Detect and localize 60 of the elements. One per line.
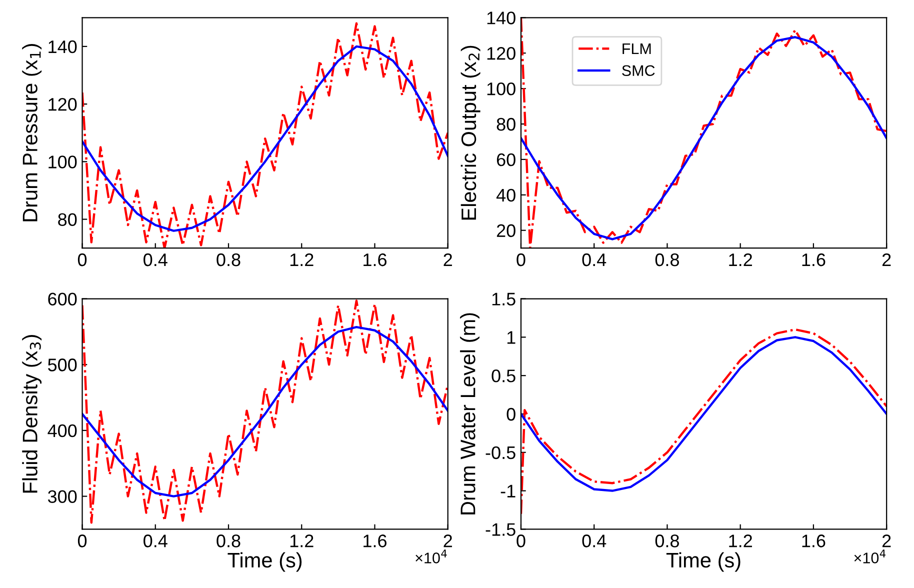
- x-tick-label: 2: [882, 253, 891, 266]
- y-tick-label: -1.5: [486, 523, 516, 536]
- x-tick-label: 2: [882, 534, 891, 548]
- y-tick-label: 80: [58, 213, 77, 226]
- y-tick-label: 100: [48, 156, 77, 168]
- x-tick-label: 0: [516, 534, 526, 548]
- x-tick-label: 0: [516, 253, 526, 266]
- x-tick-label: 0.8: [216, 253, 240, 266]
- y-axis-title: Fluid Density (x$_{3}$): [22, 335, 42, 493]
- x-tick-label: 1.2: [290, 534, 314, 548]
- y-tick-label: 500: [48, 358, 77, 372]
- x-tick-label: 1.2: [290, 253, 314, 266]
- line-series: [82, 326, 448, 498]
- y-tick-label: 20: [496, 224, 516, 238]
- y-axis-title: Drum Pressure (x$_{1}$): [22, 44, 42, 222]
- x-axis-title: Time (s): [228, 552, 302, 572]
- text: ×10$^{4}$: [854, 550, 886, 564]
- text: ×10$^{4}$: [416, 550, 447, 564]
- y-tick-label: 300: [48, 490, 77, 503]
- x-tick-label: 0.4: [144, 534, 168, 548]
- x-tick-label: 0: [78, 534, 87, 548]
- y-tick-label: 120: [487, 47, 516, 60]
- x-tick-label: 0.4: [582, 534, 606, 548]
- y-tick-label: 1.5: [492, 292, 516, 306]
- y-tick-label: 80: [496, 118, 516, 131]
- y-tick-label: 40: [496, 188, 516, 202]
- x-tick-label: 0.8: [655, 253, 679, 266]
- x-tick-label: 1.6: [364, 253, 386, 266]
- line-series: [520, 328, 887, 515]
- y-tick-label: -0.5: [486, 446, 516, 460]
- y-tick-label: 120: [48, 98, 77, 111]
- x-tick-label: 2: [444, 253, 452, 266]
- x-tick-label: 0.4: [144, 253, 168, 266]
- legend-label: SMC: [622, 65, 655, 76]
- y-tick-label: 400: [48, 424, 77, 438]
- y-tick-label: 0.5: [492, 370, 516, 382]
- y-tick-label: 140: [487, 12, 516, 24]
- line-series: [82, 45, 448, 232]
- y-tick-label: 100: [487, 82, 516, 96]
- y-tick-label: -1: [500, 484, 516, 498]
- x-tick-label: 0: [78, 253, 87, 266]
- x-tick-label: 2: [444, 534, 452, 548]
- x-tick-label: 1.6: [802, 534, 826, 548]
- y-tick-label: 600: [48, 292, 77, 306]
- x-tick-label: 0.8: [216, 534, 240, 548]
- y-axis-title: Electric Output (x$_{2}$): [460, 46, 480, 220]
- line-series: [520, 336, 887, 492]
- y-tick-label: 0: [506, 408, 516, 421]
- x-tick-label: 1.2: [729, 534, 752, 548]
- y-tick-label: 1: [507, 331, 516, 344]
- x-tick-label: 0.8: [655, 534, 679, 548]
- y-axis-title: Drum Water Level (m): [460, 313, 480, 514]
- x-tick-label: 1.2: [729, 253, 752, 266]
- x-axis-title: Time (s): [666, 552, 740, 572]
- x-tick-label: 0.4: [582, 253, 606, 266]
- x-tick-label: 1.6: [364, 534, 386, 548]
- y-tick-label: 140: [48, 40, 77, 54]
- x-tick-label: 1.6: [802, 253, 826, 266]
- legend-label: FLM: [622, 43, 651, 54]
- y-tick-label: 60: [496, 153, 516, 166]
